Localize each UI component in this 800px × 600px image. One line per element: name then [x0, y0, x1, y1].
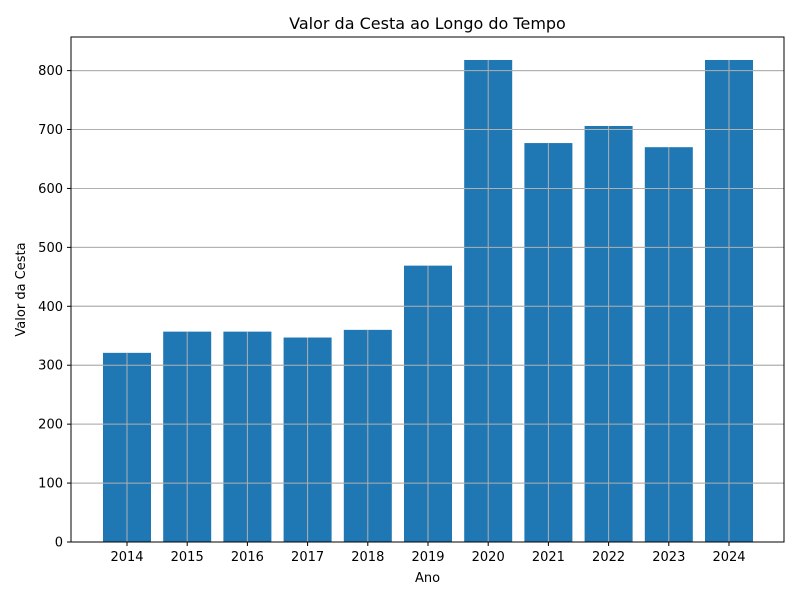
x-tick-label-2019: 2019: [411, 550, 444, 565]
x-tick-label-2014: 2014: [110, 550, 143, 565]
chart-title: Valor da Cesta ao Longo do Tempo: [289, 14, 566, 33]
x-tick-label-2018: 2018: [351, 550, 384, 565]
y-tick-label-0: 0: [55, 536, 63, 551]
y-axis-label: Valor da Cesta: [14, 242, 29, 336]
x-tick-label-2016: 2016: [231, 550, 264, 565]
y-tick-label-500: 500: [38, 241, 63, 256]
x-tick-label-2015: 2015: [171, 550, 204, 565]
tick-labels-layer: 0 100 200 300 400 500 600 700 800 2014 2015 2016 201…: [38, 64, 745, 565]
x-tick-label-2021: 2021: [532, 550, 565, 565]
x-tick-label-2017: 2017: [291, 550, 324, 565]
x-tick-label-2020: 2020: [472, 550, 505, 565]
y-tick-label-400: 400: [38, 300, 63, 315]
x-tick-label-2022: 2022: [592, 550, 625, 565]
y-tick-label-800: 800: [38, 64, 63, 79]
ticks-layer: [67, 70, 730, 546]
y-tick-label-600: 600: [38, 182, 63, 197]
y-tick-label-200: 200: [38, 418, 63, 433]
x-tick-label-2024: 2024: [712, 550, 745, 565]
y-tick-label-100: 100: [38, 477, 63, 492]
y-tick-label-700: 700: [38, 123, 63, 138]
x-tick-label-2023: 2023: [652, 550, 685, 565]
y-tick-label-300: 300: [38, 359, 63, 374]
x-axis-label: Ano: [415, 571, 440, 586]
